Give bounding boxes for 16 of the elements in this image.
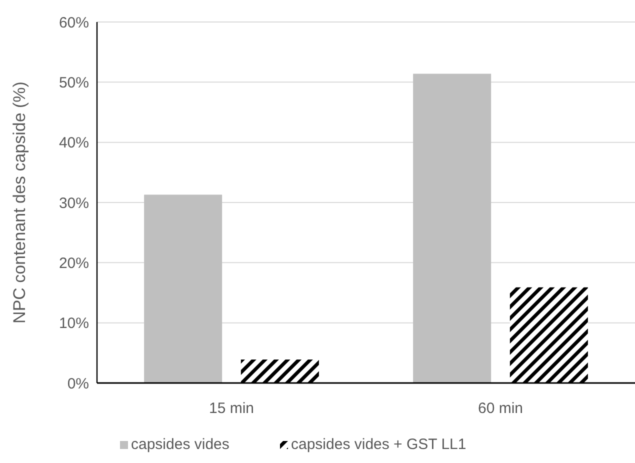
bar xyxy=(413,74,492,383)
bar xyxy=(240,360,319,383)
y-tick-label: 60% xyxy=(58,14,89,32)
x-tick-label: 15 min xyxy=(208,400,254,417)
y-tick-label: 30% xyxy=(58,194,89,212)
bar xyxy=(510,287,588,383)
legend-label: capsides vides + GST LL1 xyxy=(291,436,466,453)
legend-label: capsides vides xyxy=(131,436,230,453)
y-tick-label: 20% xyxy=(58,254,89,272)
x-tick-label: 60 min xyxy=(478,400,524,417)
y-tick-label: 50% xyxy=(58,74,89,92)
y-tick-label: 0% xyxy=(67,375,89,392)
y-tick-label: 40% xyxy=(58,134,89,152)
y-axis-title: NPC contenant des capside (%) xyxy=(10,82,29,324)
bar xyxy=(144,194,222,383)
y-tick-label: 10% xyxy=(58,315,89,332)
